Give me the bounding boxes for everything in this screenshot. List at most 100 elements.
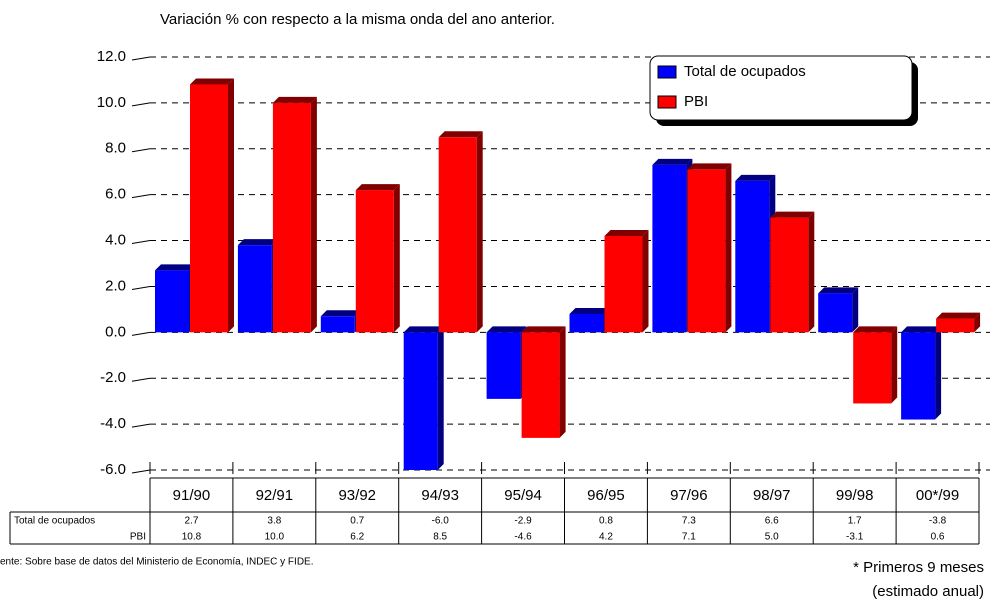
legend-swatch [657, 65, 677, 79]
bar-top [320, 310, 361, 317]
bar-top [652, 158, 693, 165]
y-tick-label: -2.0 [100, 369, 126, 386]
x-tick-label: 99/98 [836, 487, 874, 504]
data-label: 7.1 [682, 532, 696, 543]
tick-mark [131, 102, 151, 107]
y-tick-label: 8.0 [105, 140, 126, 157]
bar [155, 270, 189, 333]
bar [853, 332, 892, 404]
bar-top [355, 184, 400, 191]
data-label: 6.6 [765, 516, 779, 527]
bar-top [438, 131, 483, 138]
bar [486, 332, 521, 399]
data-label: -4.6 [514, 532, 532, 543]
bar-side [808, 211, 815, 333]
y-tick-label: 0.0 [105, 323, 126, 340]
tick-mark [131, 194, 151, 199]
bar-side [228, 78, 234, 333]
legend-label: PBI [684, 93, 708, 110]
bar-side [974, 312, 981, 333]
x-tick-label: 00*/99 [916, 487, 959, 504]
bar-top [272, 96, 317, 103]
chart-title: Variación % con respecto a la misma onda… [160, 11, 555, 28]
bar-top [853, 326, 898, 333]
tick-mark [131, 423, 151, 428]
y-tick-label: 2.0 [105, 277, 126, 294]
bar-top [190, 78, 234, 85]
bar [901, 332, 936, 420]
bar-side [310, 96, 317, 333]
bar-top [604, 229, 649, 236]
bar-top [687, 163, 732, 170]
bar-side [642, 229, 649, 333]
data-label: 3.8 [267, 516, 281, 527]
y-tick-label: -6.0 [100, 461, 126, 478]
y-tick-label: 12.0 [97, 48, 126, 65]
bar [687, 169, 726, 333]
data-label: 5.0 [765, 532, 779, 543]
tick-mark [131, 331, 151, 336]
y-tick-label: 6.0 [105, 186, 126, 203]
bar-side [891, 326, 898, 404]
bar-side [935, 326, 942, 420]
x-tick-label: 93/92 [338, 487, 376, 504]
bar [604, 235, 643, 333]
bar [438, 137, 477, 333]
tick-mark [131, 240, 151, 245]
bar-top [901, 326, 942, 333]
bar-top [569, 307, 610, 314]
bar-side [437, 326, 444, 470]
bar-side [852, 287, 859, 333]
bar-top [237, 239, 278, 246]
data-label: 4.2 [599, 532, 613, 543]
data-label: 7.3 [682, 516, 696, 527]
data-label: 0.7 [350, 516, 364, 527]
bar-side [559, 326, 566, 438]
bar-side [476, 131, 483, 333]
tick-mark [131, 469, 151, 474]
bar-top [486, 326, 527, 333]
data-label: 2.7 [184, 516, 198, 527]
legend-box [649, 55, 913, 121]
x-tick-label: 92/91 [256, 487, 294, 504]
tick-mark [131, 148, 151, 153]
bar [190, 84, 228, 333]
x-tick-label: 96/95 [587, 487, 625, 504]
bar-top [735, 174, 776, 181]
bar [355, 190, 394, 333]
row-label: Total de ocupados [14, 516, 95, 527]
x-tick-label: 95/94 [504, 487, 542, 504]
bar-top [818, 287, 859, 294]
data-label: -6.0 [432, 516, 450, 527]
source: ente: Sobre base de datos del Ministerio… [0, 557, 314, 568]
tick-mark [131, 56, 151, 61]
x-tick-label: 98/97 [753, 487, 791, 504]
bar [272, 102, 311, 333]
x-tick-label: 91/90 [173, 487, 211, 504]
note: * Primeros 9 meses [853, 559, 984, 576]
bar [818, 293, 853, 333]
bar [237, 245, 272, 333]
bar-side [393, 184, 400, 333]
data-label: 8.5 [433, 532, 447, 543]
bar [521, 332, 560, 438]
bar [936, 318, 975, 333]
tick-mark [131, 285, 151, 290]
data-label: -3.1 [846, 532, 864, 543]
data-label: -3.8 [929, 516, 947, 527]
bar [569, 313, 604, 333]
bar-side [725, 163, 732, 333]
x-tick-label: 94/93 [421, 487, 459, 504]
bar-top [521, 326, 566, 333]
note: (estimado anual) [872, 583, 984, 600]
bar [652, 164, 687, 333]
data-label: -2.9 [514, 516, 532, 527]
data-label: 10.0 [265, 532, 285, 543]
bar [320, 316, 355, 333]
bar [770, 217, 809, 333]
bar-top [936, 312, 981, 319]
data-label: 10.8 [182, 532, 202, 543]
tick-mark [131, 377, 151, 382]
data-label: 0.6 [931, 532, 945, 543]
